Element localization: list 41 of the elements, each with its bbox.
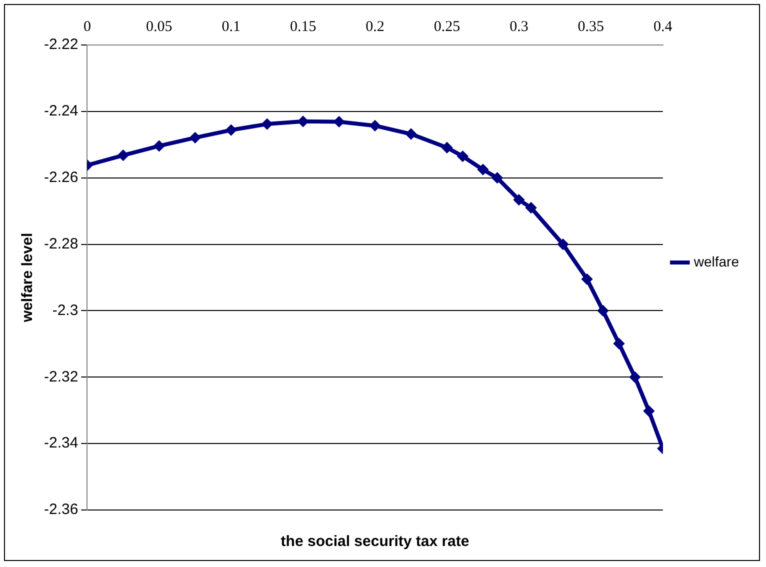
x-tick-label: 0.35: [578, 18, 604, 35]
point: [598, 306, 608, 316]
point: [614, 338, 624, 349]
x-tick-label: 0.05: [146, 18, 172, 35]
x-tick-label: 0.15: [290, 18, 316, 35]
x-tick-label: 0: [83, 18, 91, 35]
point: [492, 172, 502, 183]
point: [262, 119, 272, 130]
y-tick-label: -2.3: [52, 302, 78, 319]
x-tick-label: 0.25: [434, 18, 460, 35]
y-tick-label: -2.28: [44, 235, 78, 252]
point: [630, 372, 640, 382]
x-tick-label: 0.2: [366, 18, 384, 35]
point: [478, 164, 488, 175]
point: [154, 140, 164, 151]
point: [190, 132, 200, 143]
point: [526, 202, 536, 213]
point: [370, 120, 380, 131]
point: [226, 125, 236, 136]
point: [406, 129, 416, 140]
point: [644, 406, 654, 416]
point: [298, 116, 308, 126]
x-tick-label: 0.3: [510, 18, 528, 35]
point: [514, 194, 524, 205]
point: [458, 151, 468, 162]
x-tick-label: 0.1: [222, 18, 240, 35]
y-tick-label: -2.26: [44, 169, 78, 186]
y-tick-label: -2.34: [44, 434, 78, 452]
y-tick-label: -2.32: [44, 368, 78, 386]
x-axis-title: the social security tax rate: [280, 533, 470, 550]
y-tick-label: -2.36: [44, 501, 78, 518]
point: [558, 239, 568, 250]
y-tick-label: -2.24: [44, 102, 78, 120]
point: [582, 274, 592, 284]
legend-label: welfare: [692, 253, 740, 270]
point: [442, 142, 452, 153]
point: [334, 116, 344, 127]
y-axis-title: welfare level: [19, 232, 36, 324]
point: [118, 150, 128, 160]
y-tick-label: -2.22: [44, 36, 78, 54]
x-tick-label: 0.4: [653, 18, 673, 35]
